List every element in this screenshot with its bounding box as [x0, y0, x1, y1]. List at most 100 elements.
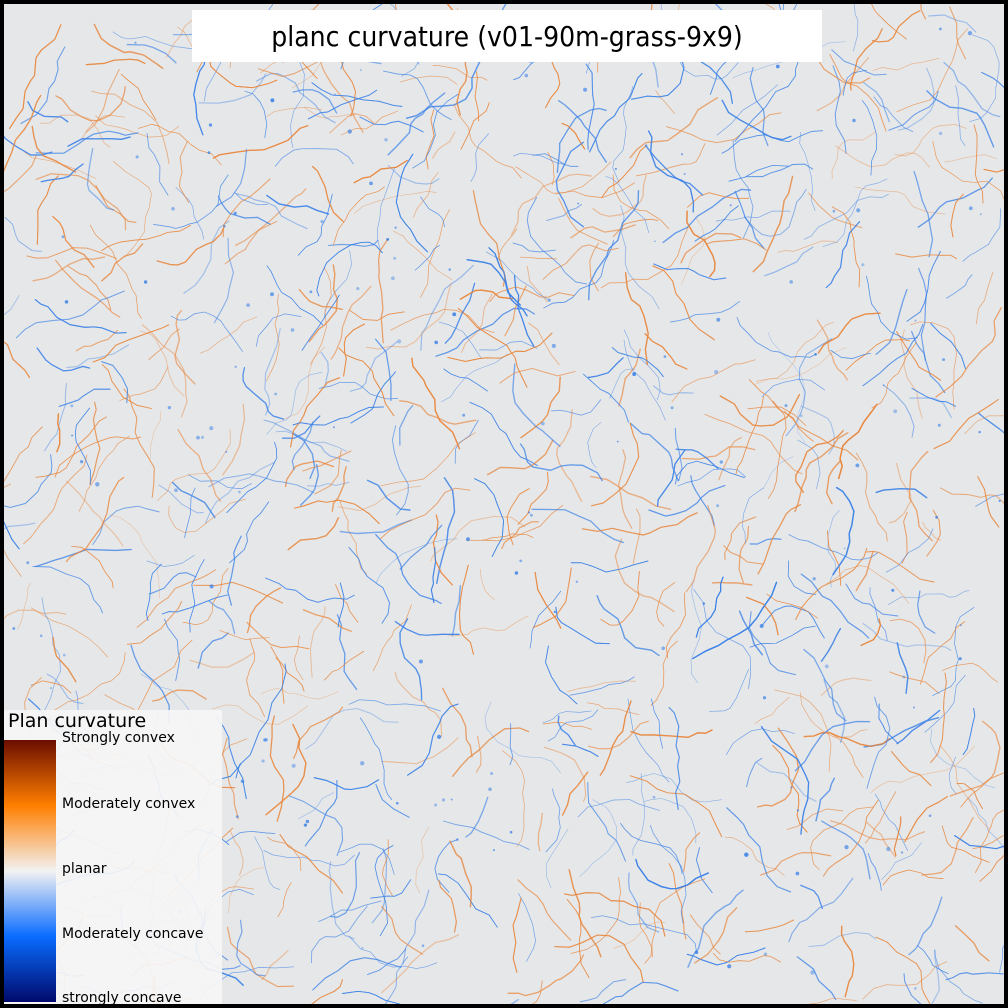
convex-ridge-line	[816, 56, 870, 112]
concave-valley-line	[787, 560, 817, 595]
concave-valley-line	[266, 265, 324, 326]
convex-ridge-line	[652, 265, 715, 341]
convex-ridge-line	[875, 936, 931, 1004]
concave-pit-dot	[196, 435, 200, 440]
concave-valley-line	[648, 484, 726, 517]
concave-valley-line	[4, 135, 53, 156]
convex-ridge-line	[23, 454, 88, 545]
concave-valley-line	[414, 245, 440, 271]
concave-valley-line	[650, 824, 687, 924]
concave-valley-line	[66, 344, 130, 368]
concave-pit-dot	[663, 355, 667, 358]
concave-valley-line	[605, 176, 650, 234]
concave-valley-line	[761, 379, 826, 397]
concave-valley-line	[465, 796, 489, 838]
concave-valley-line	[4, 522, 36, 530]
convex-ridge-line	[211, 704, 309, 725]
convex-ridge-line	[459, 564, 474, 655]
concave-valley-line	[815, 777, 835, 822]
concave-valley-line	[728, 164, 789, 182]
concave-valley-line	[36, 347, 91, 372]
concave-pit-dot	[134, 41, 137, 44]
concave-valley-line	[291, 421, 314, 471]
concave-valley-line	[732, 139, 754, 239]
convex-ridge-line	[706, 238, 767, 251]
concave-valley-line	[588, 190, 640, 301]
convex-ridge-line	[335, 584, 359, 623]
convex-ridge-line	[794, 432, 849, 513]
convex-ridge-line	[752, 175, 794, 273]
concave-valley-line	[761, 605, 825, 639]
convex-ridge-line	[56, 413, 61, 453]
concave-valley-line	[235, 193, 308, 230]
convex-ridge-line	[795, 430, 844, 493]
concave-valley-line	[650, 824, 687, 924]
concave-valley-line	[587, 782, 627, 862]
concave-valley-line	[15, 290, 125, 339]
concave-valley-line	[918, 267, 928, 361]
concave-valley-line	[266, 194, 330, 215]
convex-ridge-line	[219, 630, 270, 640]
convex-ridge-line	[393, 230, 453, 280]
concave-pit-dot	[50, 687, 52, 690]
concave-valley-line	[234, 192, 268, 206]
concave-valley-line	[512, 242, 556, 253]
convex-ridge-line	[338, 347, 395, 417]
convex-ridge-line	[461, 293, 493, 353]
concave-valley-line	[244, 90, 268, 138]
concave-pit-dot	[434, 340, 438, 345]
convex-ridge-line	[266, 106, 323, 117]
legend-color-ramp	[4, 740, 56, 1002]
concave-pit-dot	[670, 406, 674, 410]
concave-valley-line	[227, 535, 242, 606]
concave-valley-line	[469, 401, 538, 467]
concave-pit-dot	[744, 852, 749, 857]
map-view[interactable]: planc curvature (v01-90m-grass-9x9) Plan…	[4, 4, 1004, 1004]
concave-valley-line	[623, 339, 666, 421]
concave-valley-line	[611, 347, 664, 378]
convex-ridge-line	[474, 71, 480, 122]
concave-valley-line	[668, 706, 681, 811]
convex-ridge-line	[472, 190, 506, 287]
concave-pit-dot	[759, 624, 764, 628]
convex-ridge-line	[35, 173, 127, 231]
convex-ridge-line	[365, 282, 452, 350]
concave-valley-line	[785, 338, 833, 437]
convex-ridge-line	[612, 218, 659, 238]
concave-valley-line	[796, 956, 837, 1000]
concave-valley-line	[384, 956, 409, 1004]
convex-ridge-line	[941, 662, 999, 683]
concave-pit-dot	[958, 657, 962, 661]
convex-ridge-line	[671, 359, 756, 403]
convex-ridge-line	[512, 897, 522, 973]
convex-ridge-line	[420, 209, 450, 298]
concave-valley-line	[41, 597, 62, 713]
concave-valley-line	[903, 973, 922, 1004]
concave-valley-line	[112, 31, 204, 51]
concave-valley-line	[67, 136, 131, 147]
concave-valley-line	[291, 421, 314, 471]
convex-ridge-line	[896, 28, 968, 113]
convex-ridge-line	[588, 720, 649, 750]
concave-valley-line	[4, 454, 53, 508]
convex-ridge-line	[453, 103, 522, 179]
convex-ridge-line	[601, 145, 647, 198]
concave-pit-dot	[727, 964, 732, 969]
concave-valley-line	[690, 580, 702, 684]
convex-ridge-line	[4, 426, 43, 482]
concave-valley-line	[885, 528, 934, 573]
convex-ridge-line	[655, 90, 676, 115]
convex-ridge-line	[827, 530, 842, 586]
concave-pit-dot	[514, 571, 519, 575]
concave-valley-line	[236, 919, 266, 977]
concave-valley-line	[821, 820, 871, 880]
convex-ridge-line	[528, 322, 560, 366]
convex-ridge-line	[532, 567, 572, 628]
concave-valley-line	[721, 99, 792, 141]
concave-valley-line	[620, 823, 683, 874]
concave-valley-line	[368, 4, 383, 14]
convex-ridge-line	[442, 687, 473, 758]
convex-ridge-line	[269, 715, 285, 822]
convex-ridge-line	[799, 692, 868, 738]
convex-ridge-line	[831, 206, 861, 288]
